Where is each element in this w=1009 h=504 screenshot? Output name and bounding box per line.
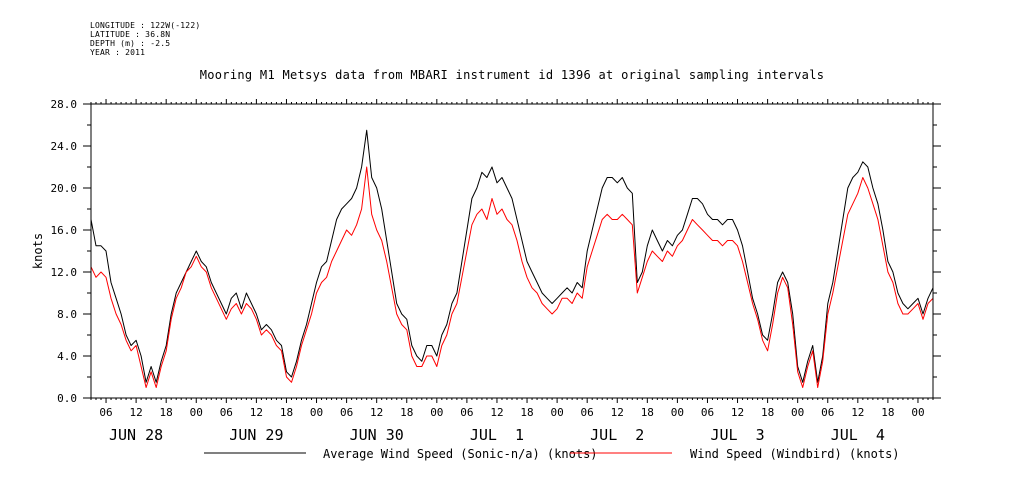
x-tick-label: 12 [851,406,864,419]
x-tick-label: 18 [280,406,293,419]
y-tick-labels: 0.0 4.0 8.0 12.0 16.0 20.0 24.0 28.0 [51,98,78,405]
x-tick-label: 18 [641,406,654,419]
x-tick-label: 00 [310,406,323,419]
legend-label-black: Average Wind Speed (Sonic-n/a) (knots) [323,447,598,461]
series-line-windbird [90,166,934,388]
series-lines [90,129,934,388]
x-tick-label: 06 [220,406,233,419]
x-tick-label: 06 [340,406,353,419]
x-tick-label: 06 [99,406,112,419]
x-tick-label: 00 [190,406,203,419]
date-label: JUN 29 [229,426,283,444]
x-tick-label: 18 [881,406,894,419]
x-tick-label: 06 [701,406,714,419]
x-tick-label: 06 [581,406,594,419]
y-tick-label: 8.0 [57,308,77,321]
x-tick-label: 00 [430,406,443,419]
series-line-sonic [90,129,934,383]
meta-longitude: LONGITUDE : 122W(-122) [90,21,201,30]
x-tick-label: 00 [671,406,684,419]
date-label: JUN 30 [350,426,404,444]
y-tick-label: 20.0 [51,182,78,195]
date-label: JUL 3 [710,426,764,444]
date-label: JUL 1 [470,426,524,444]
y-tick-label: 12.0 [51,266,78,279]
meta-latitude: LATITUDE : 36.8N [90,30,171,39]
date-label: JUL 2 [590,426,644,444]
x-tick-label: 18 [160,406,173,419]
chart-title: Mooring M1 Metsys data from MBARI instru… [199,68,825,82]
x-tick-label: 12 [250,406,263,419]
x-tick-label: 12 [611,406,624,419]
x-tick-label: 00 [911,406,924,419]
y-tick-label: 0.0 [57,392,77,405]
date-label: JUN 28 [109,426,163,444]
x-tick-label: 12 [490,406,503,419]
metadata-block: LONGITUDE : 122W(-122) LATITUDE : 36.8N … [90,21,200,57]
plot-frame [90,103,934,399]
x-tick-label: 18 [520,406,533,419]
x-tick-labels: 06 12 18 00 06 12 18 00 06 12 18 00 06 12 18 00 06 12 18 00… [99,406,924,419]
y-tick-label: 4.0 [57,350,77,363]
x-tick-label: 12 [370,406,383,419]
y-axis-label: knots [31,233,45,269]
y-tick-label: 28.0 [51,98,78,111]
x-tick-label: 06 [821,406,834,419]
x-tick-label: 00 [550,406,563,419]
tick-marks [83,99,941,403]
date-label: JUL 4 [831,426,885,444]
x-tick-label: 18 [761,406,774,419]
x-tick-label: 12 [129,406,142,419]
date-labels: JUN 28 JUN 29 JUN 30 JUL 1 JUL 2 JUL 3 JUL 4 [109,426,885,444]
meta-depth: DEPTH (m) : -2.5 [90,39,171,48]
x-tick-label: 06 [460,406,473,419]
x-tick-label: 12 [731,406,744,419]
y-tick-label: 16.0 [51,224,78,237]
x-tick-label: 00 [791,406,804,419]
x-tick-label: 18 [400,406,413,419]
meta-year: YEAR : 2011 [90,48,146,57]
legend-label-red: Wind Speed (Windbird) (knots) [690,447,900,461]
y-tick-label: 24.0 [51,140,78,153]
